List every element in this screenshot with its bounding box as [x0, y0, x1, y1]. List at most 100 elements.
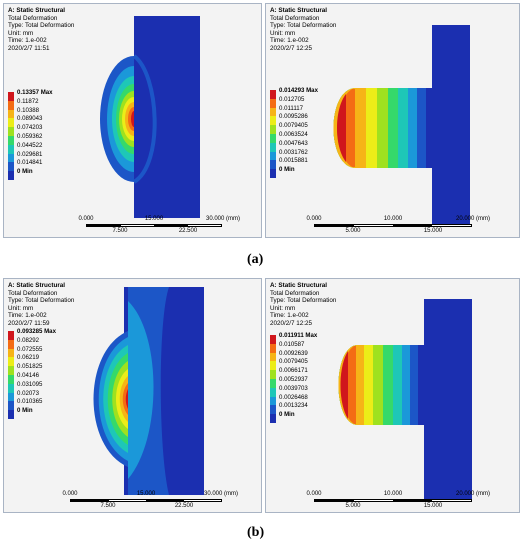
scale-tick: 0.000 [78, 216, 94, 222]
legend-label: 0.011117 [279, 104, 304, 112]
info-line: Type: Total Deformation [8, 297, 75, 305]
info-line: Unit: mm [8, 29, 34, 37]
scale-tick: 0.000 [306, 491, 322, 497]
analysis-title: A: Static Structural [8, 7, 66, 14]
scale-tick: 30.000 (mm) [204, 491, 239, 497]
legend-max-label: 0.13357 Max [17, 89, 53, 96]
scale-tick: 15.000 [423, 503, 443, 509]
legend-label: 0.072555 [17, 345, 43, 353]
analysis-title: A: Static Structural [270, 282, 328, 289]
info-line: Type: Total Deformation [270, 297, 337, 305]
legend-label: 0.089043 [17, 115, 43, 123]
info-block: A: Static Structural Total Deformation T… [8, 7, 74, 53]
scale-tick: 10.000 [383, 216, 403, 222]
legend-label: 0.010587 [279, 340, 305, 348]
scale-tick: 20.000 (mm) [456, 216, 491, 222]
caption-b: (b) [247, 525, 265, 540]
info-line: 2020/2/7 11:59 [8, 319, 50, 327]
scale-tick: 20.000 (mm) [456, 491, 491, 497]
legend-label: 0.06219 [17, 354, 40, 362]
info-line: Unit: mm [270, 304, 296, 312]
scale-tick: 22.500 [178, 228, 198, 234]
legend-max-label: 0.093285 Max [17, 328, 56, 335]
scale-tick: 15.000 [144, 216, 164, 222]
legend-label: 0.0063524 [279, 130, 308, 138]
legend-label: 0.04146 [17, 371, 40, 379]
info-line: 2020/2/7 12:25 [270, 44, 313, 52]
legend-max-label: 0.011911 Max [279, 332, 318, 339]
legend-label: 0.0047643 [279, 139, 308, 147]
legend-max-label: 0.014293 Max [279, 87, 318, 94]
scale-tick: 22.500 [174, 503, 194, 509]
panel-b-left: A: Static Structural Total Deformation T… [3, 278, 262, 513]
scale-tick: 0.000 [306, 216, 322, 222]
scale-tick: 5.000 [345, 228, 361, 234]
legend-label: 0.0026468 [279, 393, 308, 401]
legend-label: 0.012705 [279, 95, 305, 103]
legend-label: 0.010365 [17, 398, 43, 406]
legend-min-label: 0 Min [279, 411, 295, 419]
panel-a-right: A: Static Structural Total Deformation T… [265, 3, 520, 238]
deformation-contour-b-left [93, 287, 204, 495]
info-line: 2020/2/7 12:25 [270, 319, 313, 327]
info-line: Total Deformation [270, 14, 320, 22]
legend-label: 0.051825 [17, 363, 43, 371]
info-line: Time: 1.e-002 [270, 37, 309, 45]
panel-b-right: A: Static Structural Total Deformation T… [265, 278, 520, 513]
info-line: Type: Total Deformation [270, 22, 337, 30]
legend-label: 0.0015881 [279, 157, 308, 165]
analysis-title: A: Static Structural [270, 7, 328, 14]
legend-label: 0.059362 [17, 132, 43, 140]
legend-label: 0.0052937 [279, 375, 308, 383]
legend-label: 0.029681 [17, 150, 43, 158]
scale-tick: 0.000 [62, 491, 78, 497]
scale-tick: 15.000 [423, 228, 443, 234]
info-line: Total Deformation [8, 289, 58, 297]
legend-label: 0.0039703 [279, 384, 308, 392]
scale-bar: 0.000 10.000 20.000 (mm) 5.000 15.000 [300, 491, 500, 511]
info-line: Total Deformation [8, 14, 58, 22]
info-line: Unit: mm [270, 29, 296, 37]
scale-bar: 0.000 15.000 30.000 (mm) 7.500 22.500 [78, 216, 248, 236]
deformation-contour-b-right [338, 299, 472, 499]
info-block: A: Static Structural Total Deformation T… [270, 282, 336, 328]
info-line: 2020/2/7 11:51 [8, 44, 50, 52]
info-block: A: Static Structural Total Deformation T… [8, 282, 74, 328]
scale-tick: 15.000 [136, 491, 156, 497]
legend-label: 0.11872 [17, 97, 39, 105]
analysis-title: A: Static Structural [8, 282, 66, 289]
legend-label: 0.0013234 [279, 402, 308, 410]
scale-tick: 7.500 [112, 228, 128, 234]
legend-label: 0.0079405 [279, 358, 308, 366]
legend-label: 0.08292 [17, 336, 40, 344]
legend-min-label: 0 Min [17, 407, 33, 415]
deformation-contour-a-right [333, 25, 470, 224]
legend-min-label: 0 Min [279, 166, 295, 174]
scale-tick: 7.500 [100, 503, 116, 509]
legend-label: 0.0095286 [279, 113, 308, 121]
scale-bar: 0.000 15.000 30.000 (mm) 7.500 22.500 [60, 491, 250, 511]
scale-bar: 0.000 10.000 20.000 (mm) 5.000 15.000 [300, 216, 500, 236]
scale-tick: 30.000 (mm) [206, 216, 241, 222]
legend-label: 0.10388 [17, 106, 40, 114]
scale-tick: 10.000 [383, 491, 403, 497]
legend-label: 0.031095 [17, 380, 43, 388]
caption-a: (a) [247, 252, 264, 267]
info-line: Type: Total Deformation [8, 22, 75, 30]
info-line: Time: 1.e-002 [8, 312, 47, 320]
legend-min-label: 0 Min [17, 168, 33, 176]
legend-label: 0.014841 [17, 159, 43, 167]
info-block: A: Static Structural Total Deformation T… [270, 7, 336, 53]
legend-label: 0.0092639 [279, 349, 308, 357]
info-line: Total Deformation [270, 289, 320, 297]
scale-tick: 5.000 [345, 503, 361, 509]
panel-a-left: A: Static Structural Total Deformation T… [3, 3, 262, 238]
legend-label: 0.0066171 [279, 367, 308, 375]
legend-label: 0.0031762 [279, 148, 308, 156]
legend-label: 0.074203 [17, 124, 43, 132]
legend-label: 0.0079405 [279, 122, 308, 130]
legend-label: 0.02073 [17, 389, 40, 397]
deformation-contour-a-left [100, 16, 200, 218]
info-line: Time: 1.e-002 [270, 312, 309, 320]
legend-label: 0.044522 [17, 141, 43, 149]
